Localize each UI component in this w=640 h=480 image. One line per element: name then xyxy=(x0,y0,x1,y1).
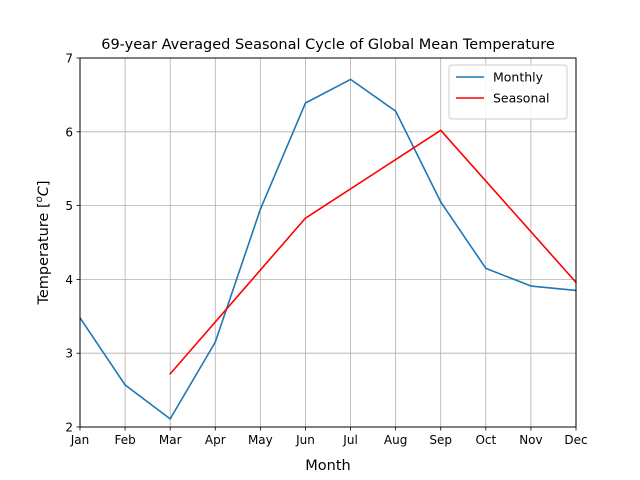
series-layer xyxy=(79,78,577,420)
legend-box xyxy=(448,64,568,120)
x-tick-label: Nov xyxy=(519,433,542,447)
data-point-monthly xyxy=(394,110,397,112)
x-tick-label: Apr xyxy=(205,433,226,447)
data-point-monthly xyxy=(485,267,487,270)
legend-label-seasonal: Seasonal xyxy=(493,91,550,106)
data-point-monthly xyxy=(349,78,352,81)
chart-title: 69-year Averaged Seasonal Cycle of Globa… xyxy=(101,37,555,53)
x-tick-label: Jan xyxy=(70,433,90,447)
data-point-monthly xyxy=(124,384,126,386)
x-tick-label: Mar xyxy=(159,433,182,447)
x-tick-label: Dec xyxy=(564,433,587,447)
x-tick-label: May xyxy=(248,433,273,447)
x-tick-label: Sep xyxy=(429,433,452,447)
y-axis: 2 3 4 5 6 7 xyxy=(65,52,80,435)
legend: Monthly Seasonal xyxy=(448,64,568,120)
y-axis-title-suffix: ] xyxy=(36,180,52,186)
y-axis-title-unit: C xyxy=(36,185,52,196)
y-tick-label: 4 xyxy=(65,273,73,287)
legend-label-monthly: Monthly xyxy=(493,70,544,85)
y-tick-label: 2 xyxy=(65,421,73,435)
x-axis-title: Month xyxy=(305,458,350,474)
data-point-seasonal xyxy=(304,217,307,219)
data-point-monthly xyxy=(169,418,171,420)
x-tick-label: Feb xyxy=(114,433,135,447)
y-tick-label: 7 xyxy=(65,52,73,66)
y-tick-label: 3 xyxy=(65,347,73,361)
x-tick-label: Jun xyxy=(295,433,315,447)
data-point-monthly xyxy=(439,201,442,203)
plot-frame xyxy=(79,57,577,428)
x-axis: Jan Feb Mar Apr May Jun Jul Aug Sep Oct Nov Dec xyxy=(70,427,588,447)
y-axis-title-prefix: Temperature [ xyxy=(36,202,52,305)
x-tick-label: Aug xyxy=(384,433,407,447)
y-tick-label: 6 xyxy=(65,125,73,139)
series-line-monthly xyxy=(79,78,577,420)
data-point-seasonal xyxy=(169,373,171,375)
series-line-seasonal xyxy=(169,129,577,375)
y-axis-title: Temperature [oC] xyxy=(34,180,52,305)
y-tick-label: 5 xyxy=(65,199,73,213)
data-point-monthly xyxy=(530,285,532,287)
data-point-monthly xyxy=(214,341,217,343)
x-tick-label: Oct xyxy=(475,433,496,447)
data-point-seasonal xyxy=(439,129,442,132)
y-axis-title-superscript: o xyxy=(34,196,45,202)
data-point-monthly xyxy=(259,208,262,211)
data-point-monthly xyxy=(304,102,307,104)
x-tick-label: Jul xyxy=(342,433,357,447)
